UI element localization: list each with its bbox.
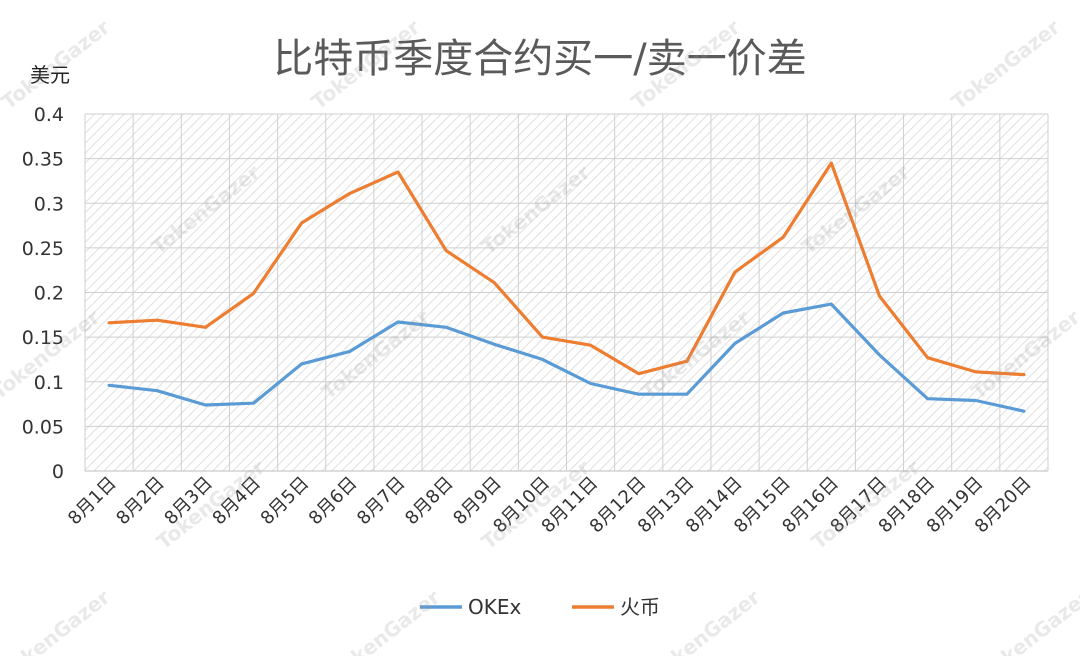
y-tick-label: 0.15 (22, 327, 64, 349)
chart-title: 比特币季度合约买一/卖一价差 (273, 36, 806, 82)
y-tick-label: 0.4 (34, 104, 64, 126)
watermark-text: TokenGazer (327, 585, 445, 656)
watermark-text: TokenGazer (977, 585, 1080, 656)
watermark-text: TokenGazer (0, 585, 115, 656)
x-tick-label: 8月8日 (401, 473, 458, 530)
legend: OKEx 火币 (420, 595, 660, 619)
series-line-huobi (107, 161, 1026, 377)
x-tick-label: 8月7日 (353, 473, 410, 530)
series-lines (107, 161, 1026, 413)
y-tick-label: 0.2 (34, 283, 64, 305)
y-tick-labels: 0 0.05 0.1 0.15 0.2 0.25 0.3 0.35 0.4 (22, 104, 64, 483)
y-axis-label: 美元 (30, 63, 70, 87)
y-tick-label: 0.1 (34, 372, 64, 394)
y-tick-label: 0 (52, 461, 64, 483)
legend-label: 火币 (620, 595, 660, 619)
y-tick-label: 0.25 (22, 238, 64, 260)
y-tick-label: 0.35 (22, 149, 64, 171)
x-tick-label: 8月5日 (257, 473, 314, 530)
legend-label: OKEx (468, 595, 521, 619)
x-tick-label: 8月1日 (64, 473, 121, 530)
watermark-text: TokenGazer (0, 15, 115, 114)
x-tick-label: 8月2日 (112, 473, 169, 530)
grid-lines (84, 113, 1049, 472)
watermark-text: TokenGazer (647, 585, 765, 656)
watermark-text: TokenGazer (947, 15, 1065, 114)
y-tick-label: 0.3 (34, 193, 64, 215)
series-line-okex (107, 302, 1026, 413)
x-tick-label: 8月6日 (305, 473, 362, 530)
y-tick-label: 0.05 (22, 416, 64, 438)
